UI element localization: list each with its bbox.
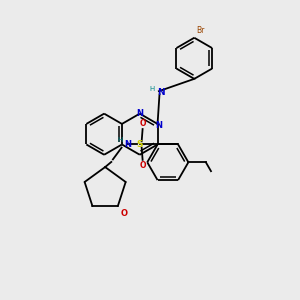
Text: Br: Br [196,26,204,35]
Text: N: N [157,88,165,97]
Text: H: H [150,86,155,92]
Text: N: N [136,109,143,118]
Text: O: O [120,208,128,217]
Text: N: N [156,121,163,130]
Text: O: O [140,161,146,170]
Text: S: S [137,140,143,149]
Text: N: N [125,140,132,149]
Text: O: O [140,119,146,128]
Text: H: H [117,137,123,143]
